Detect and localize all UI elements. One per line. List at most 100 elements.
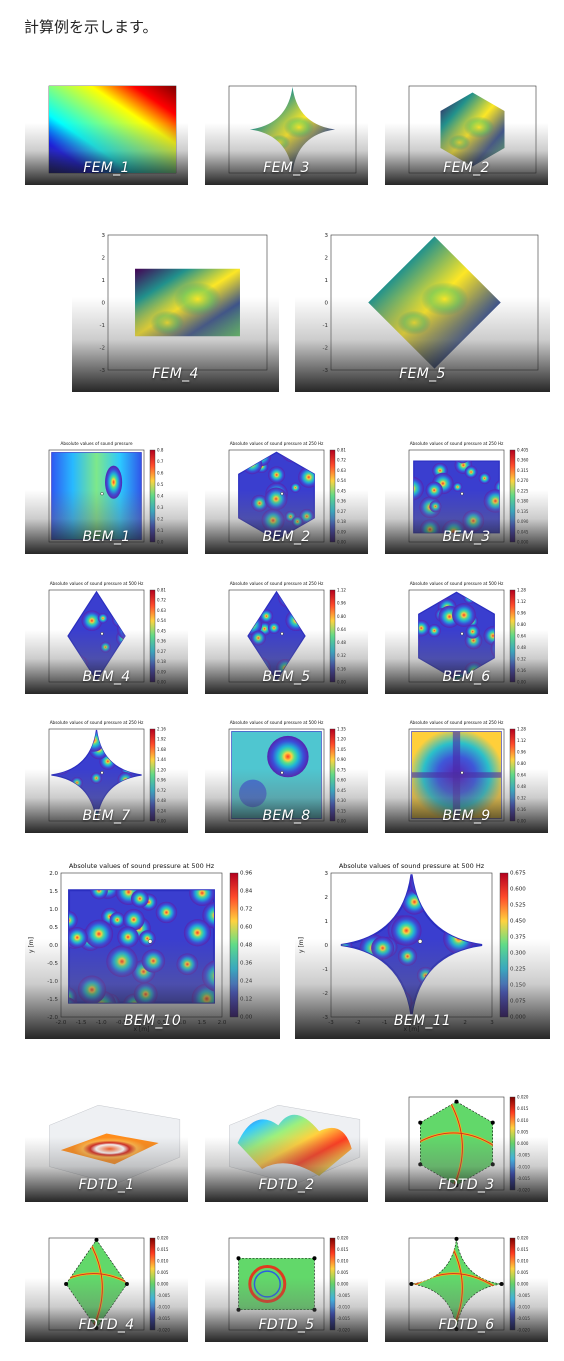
caption-gradient-overlay	[205, 1137, 368, 1202]
colorbar-tick-label: 0.54	[337, 478, 346, 483]
colorbar-tick-label: 0.72	[240, 907, 252, 913]
y-tick-label: 1.0	[49, 907, 58, 913]
colorbar-tick-label: 0.005	[337, 1270, 349, 1275]
colorbar-tick-label: 1.28	[517, 588, 526, 593]
example-card-fdtd-3[interactable]: 0.0200.0150.0100.0050.000-0.005-0.010-0.…	[385, 1084, 548, 1202]
example-card-bem-10[interactable]: Absolute values of sound pressure at 500…	[25, 857, 280, 1039]
example-card-bem-1[interactable]: Absolute values of sound pressure 0.8 0.7 0…	[25, 437, 188, 554]
colorbar-tick-label: 0.005	[517, 1270, 529, 1275]
example-caption: FEM_3	[263, 160, 310, 176]
example-card-fdtd-6[interactable]: 0.0200.0150.0100.0050.000-0.005-0.010-0.…	[385, 1225, 548, 1342]
colorbar-tick-label: 0.96	[240, 871, 253, 877]
colorbar-tick-label: 0.80	[517, 622, 526, 627]
caption-gradient-overlay	[25, 489, 188, 554]
caption-gradient-overlay	[385, 768, 548, 833]
y-tick-label: 1	[102, 278, 106, 284]
example-caption: FEM_4	[152, 366, 199, 382]
example-card-bem-11[interactable]: Absolute values of sound pressure at 500…	[295, 857, 550, 1039]
colorbar-tick-label: 1.20	[337, 737, 346, 742]
example-card-fdtd-2[interactable]: FDTD_2	[205, 1084, 368, 1202]
colorbar-tick-label: 1.12	[517, 738, 526, 743]
example-card-bem-2[interactable]: Absolute values of sound pressure at 250…	[205, 437, 368, 554]
example-caption: BEM_6	[442, 669, 491, 685]
caption-gradient-overlay	[385, 1277, 548, 1342]
colorbar-tick-label: 0.81	[157, 588, 166, 593]
colorbar-tick-label: 1.12	[517, 599, 526, 604]
example-card-bem-7[interactable]: Absolute values of sound pressure at 250…	[25, 716, 188, 833]
example-card-bem-6[interactable]: Absolute values of sound pressure at 500…	[385, 577, 548, 694]
example-caption: FEM_5	[399, 366, 446, 382]
caption-gradient-overlay	[385, 1137, 548, 1202]
y-tick-label: 3	[325, 233, 329, 239]
colorbar-tick-label: 0.96	[337, 601, 346, 606]
example-card-fdtd-1[interactable]: FDTD_1	[25, 1084, 188, 1202]
example-caption: FDTD_3	[438, 1177, 495, 1193]
colorbar-tick-label: 0.84	[240, 889, 253, 895]
y-tick-label: 2	[325, 256, 329, 262]
colorbar-tick-label: 0.96	[517, 611, 526, 616]
example-card-fem-1[interactable]: FEM_1	[25, 73, 188, 185]
caption-gradient-overlay	[25, 1277, 188, 1342]
example-card-fem-2[interactable]: FEM_2	[385, 73, 548, 185]
colorbar-tick-label: 0.80	[337, 614, 346, 619]
colorbar-tick-label: 0.90	[337, 757, 346, 762]
caption-gradient-overlay	[205, 768, 368, 833]
example-card-bem-8[interactable]: Absolute values of sound pressure at 500…	[205, 716, 368, 833]
caption-gradient-overlay	[385, 629, 548, 694]
caption-gradient-overlay	[205, 489, 368, 554]
caption-gradient-overlay	[385, 489, 548, 554]
caption-gradient-overlay	[295, 296, 550, 392]
colorbar-tick-label: 1.28	[517, 727, 526, 732]
colorbar-tick-label: 0.010	[517, 1118, 529, 1123]
colorbar-tick-label: 1.35	[337, 727, 346, 732]
colorbar-tick-label: 1.12	[337, 588, 346, 593]
y-tick-label: 1	[325, 919, 329, 925]
colorbar-tick-label: 0.72	[337, 458, 346, 463]
plot-title: Absolute values of sound pressure at 500…	[69, 862, 215, 870]
plot-title: Absolute values of sound pressure at 500…	[339, 862, 485, 870]
colorbar-tick-label: 0.405	[517, 448, 529, 453]
colorbar-tick-label: 0.015	[157, 1247, 169, 1252]
caption-gradient-overlay	[25, 768, 188, 833]
y-tick-label: 3	[102, 233, 106, 239]
colorbar-tick-label: 0.63	[157, 608, 166, 613]
colorbar-tick-label: 0.525	[510, 903, 526, 909]
colorbar-tick-label: 0.72	[157, 598, 166, 603]
colorbar-tick-label: 0.020	[157, 1236, 169, 1241]
example-card-bem-9[interactable]: Absolute values of sound pressure at 250…	[385, 716, 548, 833]
colorbar-tick-label: 0.270	[517, 478, 529, 483]
example-caption: FDTD_6	[438, 1317, 495, 1333]
colorbar-tick-label: 0.020	[517, 1095, 529, 1100]
plot-title: Absolute values of sound pressure at 500…	[410, 581, 504, 586]
colorbar-tick-label: 0.6	[157, 471, 164, 476]
colorbar-tick-label: 0.015	[517, 1247, 529, 1252]
example-caption: BEM_9	[442, 808, 491, 824]
example-card-fdtd-4[interactable]: 0.0200.0150.0100.0050.000-0.005-0.010-0.…	[25, 1225, 188, 1342]
plot-title: Absolute values of sound pressure at 250…	[410, 720, 504, 725]
colorbar-tick-label: 0.81	[337, 448, 346, 453]
example-caption: BEM_10	[123, 1013, 182, 1029]
colorbar-tick-label: 0.010	[337, 1259, 349, 1264]
colorbar-tick-label: 0.63	[337, 468, 346, 473]
y-tick-label: 2	[325, 895, 329, 901]
example-caption: FEM_2	[443, 160, 490, 176]
example-card-fdtd-5[interactable]: 0.0200.0150.0100.0050.000-0.005-0.010-0.…	[205, 1225, 368, 1342]
colorbar-tick-label: 0.015	[337, 1247, 349, 1252]
plot-title: Absolute values of sound pressure at 500…	[50, 581, 144, 586]
caption-gradient-overlay	[385, 123, 548, 185]
example-card-bem-5[interactable]: Absolute values of sound pressure at 250…	[205, 577, 368, 694]
colorbar-tick-label: 1.05	[337, 747, 346, 752]
caption-gradient-overlay	[25, 123, 188, 185]
example-card-bem-3[interactable]: Absolute values of sound pressure at 250…	[385, 437, 548, 554]
y-tick-label: 1.5	[49, 889, 58, 895]
colorbar-tick-label: 0.315	[517, 468, 529, 473]
colorbar-tick-label: 0.675	[510, 871, 526, 877]
caption-gradient-overlay	[205, 629, 368, 694]
colorbar-tick-label: 0.020	[517, 1236, 529, 1241]
example-card-fem-3[interactable]: FEM_3	[205, 73, 368, 185]
example-card-bem-4[interactable]: Absolute values of sound pressure at 500…	[25, 577, 188, 694]
colorbar-tick-label: 0.450	[510, 919, 526, 925]
colorbar-tick-label: 0.80	[517, 761, 526, 766]
